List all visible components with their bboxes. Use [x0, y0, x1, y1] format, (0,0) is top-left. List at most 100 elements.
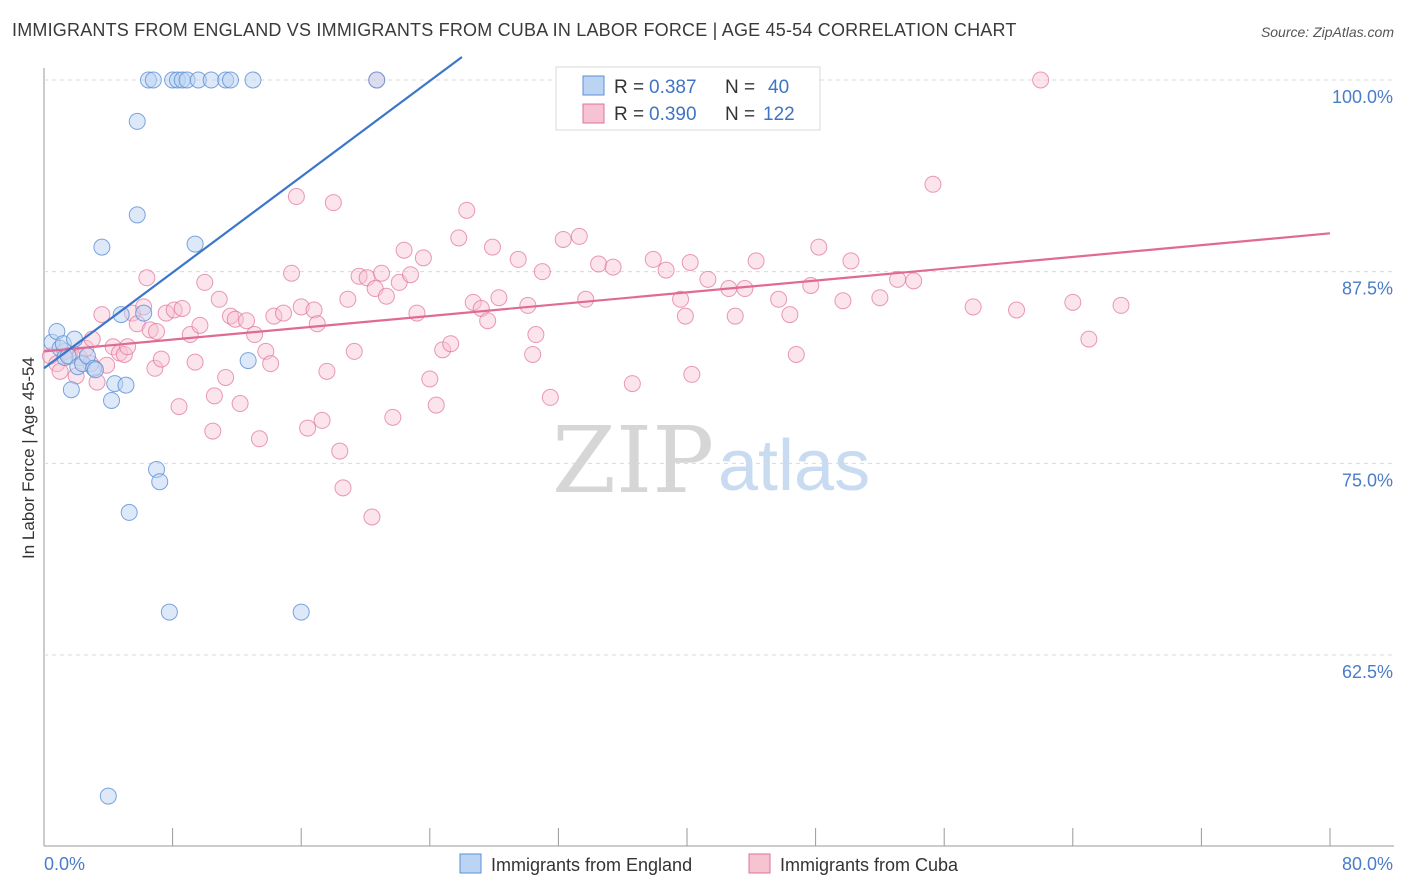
england-r-label: R =: [614, 77, 644, 98]
series-legend: Immigrants from England Immigrants from …: [459, 853, 959, 875]
cuba-point: [672, 290, 690, 308]
cuba-point: [148, 322, 166, 340]
england-point: [93, 238, 111, 256]
cuba-point: [299, 419, 317, 437]
england-r-value: 0.387: [649, 77, 697, 98]
cuba-point: [384, 408, 402, 426]
england-point: [103, 391, 121, 409]
cuba-point: [577, 290, 595, 308]
cuba-point: [373, 264, 391, 282]
cuba-point: [308, 315, 326, 333]
england-point: [368, 71, 386, 89]
cuba-point: [324, 194, 342, 212]
legend-england-swatch: [459, 853, 482, 874]
england-point: [144, 71, 162, 89]
cuba-point: [554, 230, 572, 248]
cuba-swatch: [582, 103, 605, 124]
y-tick-label: 100.0%: [1332, 87, 1393, 107]
cuba-point: [318, 362, 336, 380]
y-tick-label: 75.0%: [1342, 470, 1393, 490]
cuba-point: [442, 335, 460, 353]
cuba-point: [141, 321, 159, 339]
cuba-point: [119, 338, 137, 356]
cuba-point: [1032, 71, 1050, 89]
source-label: Source: ZipAtlas.com: [1260, 24, 1394, 40]
cuba-point: [781, 306, 799, 324]
cuba-point: [313, 411, 331, 429]
cuba-point: [250, 430, 268, 448]
cuba-point: [527, 326, 545, 344]
cuba-point: [173, 299, 191, 317]
cuba-point: [196, 273, 214, 291]
cuba-point: [676, 307, 694, 325]
england-trend-line: [43, 56, 463, 370]
cuba-series: [41, 71, 1130, 526]
england-swatch: [582, 75, 605, 96]
cuba-point: [395, 241, 413, 259]
cuba-point: [834, 292, 852, 310]
cuba-point: [604, 258, 622, 276]
cuba-point: [334, 479, 352, 497]
cuba-point: [905, 272, 923, 290]
cuba-point: [414, 249, 432, 267]
y-tick-label: 62.5%: [1342, 662, 1393, 682]
x-tick-max: 80.0%: [1342, 854, 1393, 874]
england-point: [239, 352, 257, 370]
cuba-point: [479, 312, 497, 330]
cuba-point: [483, 238, 501, 256]
england-point: [86, 361, 104, 379]
cuba-point: [964, 298, 982, 316]
cuba-point: [590, 255, 608, 273]
cuba-point: [191, 316, 209, 334]
cuba-point: [402, 266, 420, 284]
cuba-point: [305, 301, 323, 319]
watermark-atlas: atlas: [718, 426, 870, 506]
cuba-point: [871, 289, 889, 307]
england-point: [135, 304, 153, 322]
cuba-point: [787, 345, 805, 363]
cuba-point: [810, 238, 828, 256]
legend-cuba-label: Immigrants from Cuba: [780, 855, 959, 875]
england-series: [43, 71, 386, 805]
england-point: [151, 473, 169, 491]
y-axis-label: In Labor Force | Age 45-54: [19, 357, 38, 559]
cuba-r-value: 0.390: [649, 104, 697, 125]
england-point: [128, 112, 146, 130]
cuba-point: [377, 287, 395, 305]
england-point: [128, 206, 146, 224]
cuba-point: [450, 229, 468, 247]
cuba-point: [363, 508, 381, 526]
cuba-point: [170, 398, 188, 416]
y-tick-labels: 62.5% 75.0% 87.5% 100.0%: [1332, 87, 1393, 682]
cuba-point: [210, 290, 228, 308]
trend-lines: [43, 56, 1331, 370]
cuba-point: [238, 312, 256, 330]
cuba-point: [262, 355, 280, 373]
cuba-point: [623, 375, 641, 393]
england-point: [221, 71, 239, 89]
england-point: [292, 603, 310, 621]
watermark-zip: ZIP: [552, 407, 714, 514]
england-point: [112, 306, 130, 324]
england-point: [186, 235, 204, 253]
cuba-point: [339, 290, 357, 308]
cuba-point: [427, 396, 445, 414]
cuba-point: [509, 250, 527, 268]
england-point: [160, 603, 178, 621]
cuba-point: [204, 422, 222, 440]
cuba-point: [221, 307, 239, 325]
england-point: [99, 787, 117, 805]
cuba-trend-line: [43, 232, 1331, 353]
cuba-point: [570, 227, 588, 245]
cuba-point: [275, 304, 293, 322]
cuba-point: [246, 326, 264, 344]
cuba-point: [644, 250, 662, 268]
cuba-r-label: R =: [614, 104, 644, 125]
england-point: [62, 381, 80, 399]
cuba-point: [533, 263, 551, 281]
cuba-point: [421, 370, 439, 388]
cuba-point: [287, 188, 305, 206]
cuba-point: [93, 306, 111, 324]
legend-cuba-swatch: [748, 853, 771, 874]
x-ticks: [172, 828, 1331, 846]
